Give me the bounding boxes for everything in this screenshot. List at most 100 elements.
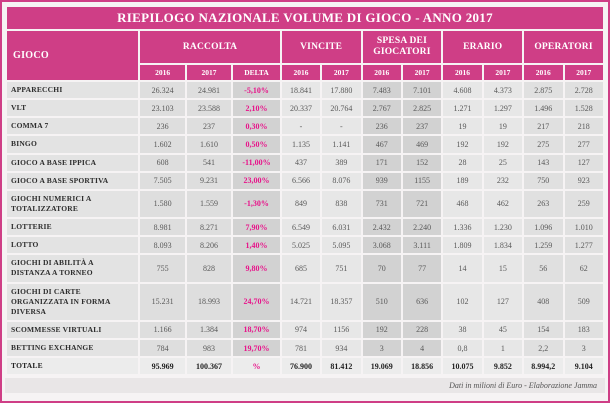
cell-erario-2016: 468 <box>443 190 482 217</box>
cell-raccolta-2017: 100.367 <box>186 358 232 375</box>
cell-raccolta-delta: 2,10% <box>233 100 280 117</box>
cell-erario-2017: 9.852 <box>483 358 523 375</box>
cell-spesa-2017: 7.101 <box>402 82 442 99</box>
row-label-gioco-a-base-ippica: GIOCO A BASE IPPICA <box>7 154 139 171</box>
column-header-raccolta-2016: 2016 <box>140 65 185 80</box>
table-row: APPARECCHI 26.324 24.981 -5,10% 18.841 17.880… <box>7 82 603 99</box>
table-row: GIOCO A BASE SPORTIVA 7.505 9.231 23,00% 6.5… <box>7 172 603 189</box>
cell-spesa-2016: 2.432 <box>362 219 401 236</box>
cell-erario-2017: 45 <box>483 321 523 338</box>
cell-erario-2016: 28 <box>443 154 482 171</box>
cell-vincite-2016: 76.900 <box>281 358 321 375</box>
cell-erario-2017: 232 <box>483 172 523 189</box>
cell-raccolta-2017: 1.384 <box>186 321 232 338</box>
cell-raccolta-delta: -1,30% <box>233 190 280 217</box>
cell-operatori-2016: 217 <box>524 118 563 135</box>
cell-raccolta-delta: 0,50% <box>233 136 280 153</box>
row-label-giochi-numerici-a-totalizzatore: GIOCHI NUMERICI A TOTALIZZATORE <box>7 190 139 217</box>
header-group-row: GIOCO RACCOLTA VINCITE SPESA DEI GIOCATORI… <box>7 31 603 80</box>
row-label-apparecchi: APPARECCHI <box>7 82 139 99</box>
cell-raccolta-2016: 608 <box>140 154 185 171</box>
cell-operatori-2017: 127 <box>564 154 603 171</box>
cell-operatori-2017: 2.728 <box>564 82 603 99</box>
column-header-erario-2017: 2017 <box>483 65 523 80</box>
cell-vincite-2016: 20.337 <box>281 100 321 117</box>
cell-operatori-2016: 56 <box>524 255 563 282</box>
cell-raccolta-2016: 1.580 <box>140 190 185 217</box>
cell-erario-2016: 1.271 <box>443 100 482 117</box>
cell-raccolta-delta: 23,00% <box>233 172 280 189</box>
cell-raccolta-2016: 1.166 <box>140 321 185 338</box>
cell-erario-2017: 15 <box>483 255 523 282</box>
cell-operatori-2016: 408 <box>524 283 563 320</box>
cell-erario-2016: 10.075 <box>443 358 482 375</box>
table-row: GIOCHI DI CARTE ORGANIZZATA IN FORMA DIV… <box>7 283 603 320</box>
cell-raccolta-2017: 828 <box>186 255 232 282</box>
cell-operatori-2016: 8.994,2 <box>524 358 563 375</box>
cell-raccolta-2016: 8.093 <box>140 237 185 254</box>
cell-raccolta-2016: 7.505 <box>140 172 185 189</box>
cell-spesa-2017: 77 <box>402 255 442 282</box>
cell-spesa-2017: 237 <box>402 118 442 135</box>
column-group-operatori: OPERATORI <box>524 31 603 63</box>
cell-spesa-2017: 469 <box>402 136 442 153</box>
table-row: LOTTO 8.093 8.206 1,40% 5.025 5.095 3.068 3.111… <box>7 237 603 254</box>
cell-raccolta-delta: % <box>233 358 280 375</box>
cell-erario-2016: 1.336 <box>443 219 482 236</box>
cell-raccolta-2017: 1.559 <box>186 190 232 217</box>
cell-erario-2017: 19 <box>483 118 523 135</box>
cell-spesa-2017: 152 <box>402 154 442 171</box>
cell-raccolta-delta: -11,00% <box>233 154 280 171</box>
cell-vincite-2016: 6.549 <box>281 219 321 236</box>
cell-spesa-2017: 4 <box>402 340 442 357</box>
cell-spesa-2016: 2.767 <box>362 100 401 117</box>
cell-erario-2016: 4.608 <box>443 82 482 99</box>
row-label-lotterie: LOTTERIE <box>7 219 139 236</box>
cell-vincite-2016: 685 <box>281 255 321 282</box>
table-row: BETTING EXCHANGE 784 983 19,70% 781 934 3 4 0,8 1… <box>7 340 603 357</box>
cell-spesa-2016: 3.068 <box>362 237 401 254</box>
cell-raccolta-2017: 24.981 <box>186 82 232 99</box>
cell-operatori-2017: 509 <box>564 283 603 320</box>
column-header-erario-2016: 2016 <box>443 65 482 80</box>
cell-spesa-2016: 19.069 <box>362 358 401 375</box>
cell-operatori-2017: 9.104 <box>564 358 603 375</box>
row-label-scommesse-virtuali: SCOMMESSE VIRTUALI <box>7 321 139 338</box>
cell-operatori-2017: 1.277 <box>564 237 603 254</box>
cell-erario-2017: 1.230 <box>483 219 523 236</box>
column-header-operatori-2016: 2016 <box>524 65 563 80</box>
cell-raccolta-2017: 1.610 <box>186 136 232 153</box>
cell-vincite-2016: 18.841 <box>281 82 321 99</box>
cell-vincite-2017: 389 <box>322 154 361 171</box>
cell-spesa-2016: 731 <box>362 190 401 217</box>
cell-raccolta-delta: -5,10% <box>233 82 280 99</box>
cell-vincite-2016: 974 <box>281 321 321 338</box>
cell-operatori-2016: 750 <box>524 172 563 189</box>
table-row: COMMA 7 236 237 0,30% - -236 237 19 19 217 218 <box>7 118 603 135</box>
cell-spesa-2017: 721 <box>402 190 442 217</box>
cell-spesa-2016: 3 <box>362 340 401 357</box>
totale-row: TOTALE 95.969 100.367% 76.900 81.412 19.069 18… <box>7 358 603 375</box>
cell-vincite-2017: 1156 <box>322 321 361 338</box>
column-group-vincite: VINCITE <box>281 31 361 63</box>
cell-operatori-2017: 3 <box>564 340 603 357</box>
header-year-row: 2016 2017 DELTA 2016 2017 2016 2017 2016 2017 201… <box>7 65 603 80</box>
cell-erario-2017: 1.297 <box>483 100 523 117</box>
row-label-bingo: BINGO <box>7 136 139 153</box>
cell-erario-2016: 102 <box>443 283 482 320</box>
cell-spesa-2017: 2.825 <box>402 100 442 117</box>
column-header-raccolta-delta: DELTA <box>233 65 280 80</box>
cell-vincite-2017: 20.764 <box>322 100 361 117</box>
cell-operatori-2017: 218 <box>564 118 603 135</box>
cell-erario-2017: 4.373 <box>483 82 523 99</box>
cell-erario-2016: 189 <box>443 172 482 189</box>
cell-operatori-2017: 1.010 <box>564 219 603 236</box>
cell-erario-2016: 192 <box>443 136 482 153</box>
cell-vincite-2016: - <box>281 118 321 135</box>
cell-raccolta-delta: 18,70% <box>233 321 280 338</box>
cell-operatori-2017: 183 <box>564 321 603 338</box>
column-header-vincite-2016: 2016 <box>281 65 321 80</box>
cell-operatori-2016: 154 <box>524 321 563 338</box>
cell-erario-2017: 1 <box>483 340 523 357</box>
cell-vincite-2017: 934 <box>322 340 361 357</box>
